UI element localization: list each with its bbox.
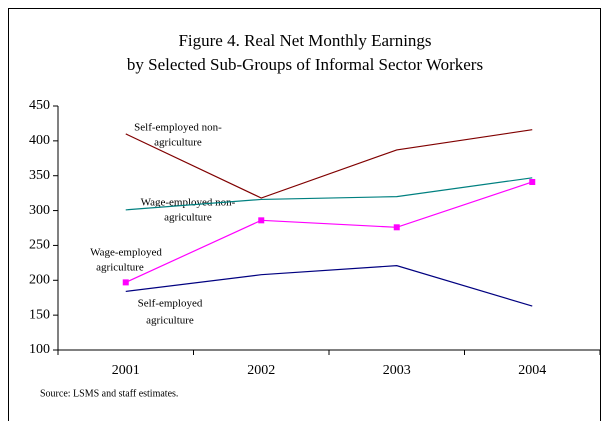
x-tick-label: 2004 [518,363,546,378]
chart-title: by Selected Sub-Groups of Informal Secto… [127,55,483,74]
point-marker [258,217,265,224]
y-tick-label: 450 [29,98,50,113]
series-line [125,265,533,307]
annotation: agriculture [146,315,194,327]
chart-title: Figure 4. Real Net Monthly Earnings [178,31,431,50]
series-line [125,177,533,211]
y-tick-label: 300 [29,203,50,218]
point-marker [122,279,129,286]
annotation: agriculture [96,262,144,274]
x-tick-label: 2003 [383,363,411,378]
y-tick-label: 250 [29,238,50,253]
x-tick-label: 2001 [112,363,140,378]
y-tick-label: 350 [29,168,50,183]
series-line [125,181,533,283]
annotation: Wage-employed [90,247,162,259]
y-tick-label: 150 [29,307,50,322]
annotation: agriculture [154,137,202,149]
annotation: Wage-employed non- [141,197,236,209]
y-tick-label: 100 [29,342,50,357]
point-marker [529,178,536,185]
frame [8,8,601,421]
point-marker [393,224,400,231]
y-tick-label: 400 [29,133,50,148]
annotation: Self-employed [138,298,203,310]
x-tick-label: 2002 [247,363,275,378]
series-line [125,129,533,199]
annotation: agriculture [164,212,212,224]
annotation: Self-employed non- [134,122,222,134]
y-tick-label: 200 [29,273,50,288]
source-note: Source: LSMS and staff estimates. [40,388,178,399]
